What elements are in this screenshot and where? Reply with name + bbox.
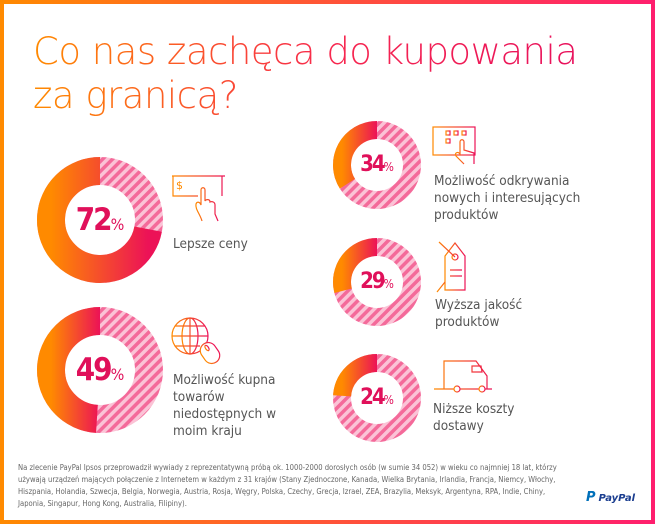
percent-number: 34: [360, 152, 386, 177]
donut-value-arc: [333, 354, 378, 397]
label-line: Możliwość odkrywania: [434, 173, 570, 189]
label-line: nowych i interesujących: [434, 190, 581, 206]
percent-value: 29%: [351, 269, 403, 297]
paypal-logo: P PayPal: [586, 490, 635, 505]
label-line: dostawy: [433, 418, 484, 434]
percent-value: 24%: [351, 385, 403, 413]
label-line: moim kraju: [173, 423, 242, 439]
percent-number: 72: [75, 202, 113, 238]
donut-chart-higher-quality: [333, 238, 421, 326]
footnote: Na zlecenie PayPal Ipsos przeprowadził w…: [18, 463, 557, 508]
donut-value-arc: [333, 121, 378, 189]
hand-money-icon: $: [172, 175, 225, 222]
delivery-van-icon: [434, 360, 492, 393]
label-line: Lepsze ceny: [173, 236, 248, 252]
percent-number: 24: [360, 385, 386, 410]
svg-text:$: $: [176, 179, 183, 192]
globe-mouse-icon: [171, 317, 221, 365]
donut-value-arc: [37, 157, 162, 283]
donut-chart-discover-products: [333, 121, 421, 209]
percent-sign: %: [383, 160, 394, 174]
percent-sign: %: [383, 277, 394, 291]
label-better-prices: Lepsze ceny: [173, 236, 248, 253]
label-line: Wyższa jakość: [435, 297, 523, 313]
label-lower-shipping: Niższe koszty dostawy: [433, 401, 515, 435]
title-line-2: za granicą?: [33, 74, 238, 117]
percent-number: 49: [75, 352, 113, 388]
label-line: Niższe koszty: [433, 401, 515, 417]
label-discover-products: Możliwość odkrywania nowych i interesują…: [434, 173, 580, 224]
label-line: niedostępnych w: [173, 406, 277, 422]
percent-value: 34%: [351, 152, 403, 180]
price-tag-icon: [436, 241, 466, 293]
donut-chart-lower-shipping: [333, 354, 421, 442]
touch-screen-icon: [432, 126, 476, 165]
label-line: towarów: [173, 389, 225, 405]
donut-value-arc: [37, 307, 101, 433]
label-line: produktów: [435, 314, 500, 330]
label-line: Możliwość kupna: [173, 372, 276, 388]
percent-sign: %: [110, 215, 125, 234]
paypal-p-icon: P: [586, 490, 596, 505]
title-line-1: Co nas zachęca do kupowania: [33, 30, 578, 73]
percent-sign: %: [110, 365, 125, 384]
label-unavailable-goods: Możliwość kupna towarów niedostępnych w …: [173, 372, 276, 440]
percent-sign: %: [383, 393, 394, 407]
donut-chart-unavailable-goods: [37, 307, 163, 433]
page-title: Co nas zachęca do kupowania za granicą?: [33, 30, 577, 118]
percent-number: 29: [360, 269, 386, 294]
percent-value: 72%: [65, 202, 135, 243]
label-line: produktów: [434, 207, 499, 223]
percent-value: 49%: [65, 352, 135, 393]
label-higher-quality: Wyższa jakość produktów: [435, 297, 522, 331]
donut-chart-better-prices: [37, 157, 163, 283]
paypal-logo-text: PayPal: [598, 493, 636, 504]
donut-value-arc: [333, 238, 378, 293]
